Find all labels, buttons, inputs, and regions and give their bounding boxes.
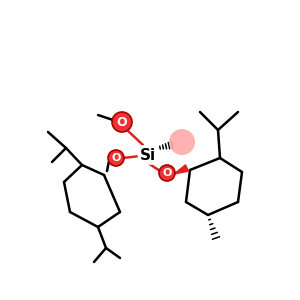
Circle shape [169,129,195,155]
Circle shape [108,150,124,166]
Circle shape [112,112,132,132]
Text: O: O [117,116,127,128]
Text: Si: Si [140,148,156,163]
Text: O: O [111,153,121,163]
Polygon shape [174,165,188,174]
Text: O: O [162,168,172,178]
Circle shape [159,165,175,181]
